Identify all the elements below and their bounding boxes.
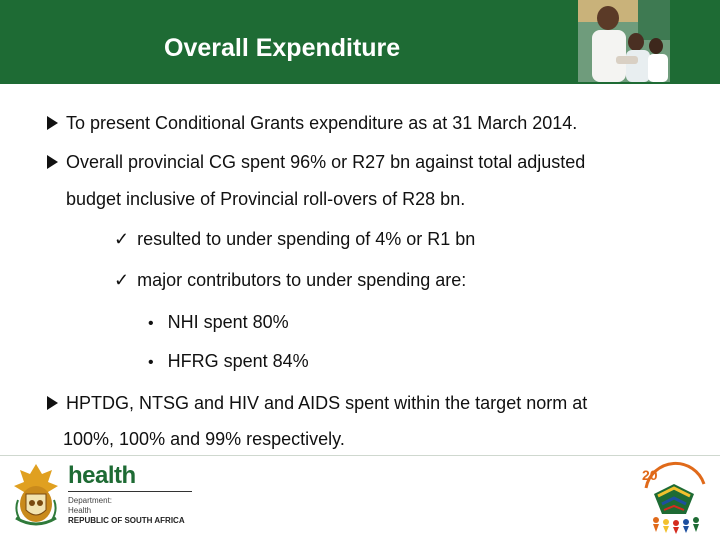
dot-bullet-icon: • [148,315,154,332]
checkmark-icon: ✓ [114,229,130,249]
arrow-bullet-icon [47,155,58,169]
bullet-line-1: To present Conditional Grants expenditur… [47,112,577,134]
dot-text: NHI spent 80% [167,312,289,332]
dot-item-2: • HFRG spent 84% [148,350,309,374]
check-item-1: ✓ resulted to under spending of 4% or R1 … [114,228,475,250]
department-logo: health Department: Health REPUBLIC OF SO… [68,463,192,526]
bullet-text: 100%, 100% and 99% respectively. [63,429,345,449]
title-bar: Overall Expenditure [0,0,720,84]
check-text: major contributors to under spending are… [137,270,467,290]
footer-divider [0,455,720,456]
header-photo [578,0,670,82]
dept-line-1: Department: [68,496,113,505]
slide-title: Overall Expenditure [164,34,401,62]
brand-rule [68,491,192,492]
check-text: resulted to under spending of 4% or R1 b… [137,229,476,249]
bullet-line-2-continued: budget inclusive of Provincial roll-over… [66,188,465,210]
svg-text:20: 20 [642,467,658,483]
brand-word: health [68,462,136,489]
header-photo-graphic [578,0,670,82]
dot-bullet-icon: • [148,354,154,371]
dept-line-2: Health [68,506,92,515]
dot-item-1: • NHI spent 80% [148,311,289,335]
bullet-line-3-continued: 100%, 100% and 99% respectively. [63,428,345,450]
bullet-text: To present Conditional Grants expenditur… [66,113,578,133]
dept-line-3: REPUBLIC OF SOUTH AFRICA [68,516,185,525]
checkmark-icon: ✓ [114,270,130,290]
bullet-text: Overall provincial CG spent 96% or R27 b… [66,152,586,172]
bullet-line-2: Overall provincial CG spent 96% or R27 b… [47,151,585,173]
bullet-text: budget inclusive of Provincial roll-over… [66,189,466,209]
coat-of-arms-icon [14,464,58,526]
anniversary-logo-icon: 20 [642,461,706,534]
bullet-text: HPTDG, NTSG and HIV and AIDS spent withi… [66,393,588,413]
arrow-bullet-icon [47,396,58,410]
dot-text: HFRG spent 84% [167,351,309,371]
check-item-2: ✓ major contributors to under spending ar… [114,269,466,291]
bullet-line-3: HPTDG, NTSG and HIV and AIDS spent withi… [47,392,587,414]
arrow-bullet-icon [47,116,58,130]
